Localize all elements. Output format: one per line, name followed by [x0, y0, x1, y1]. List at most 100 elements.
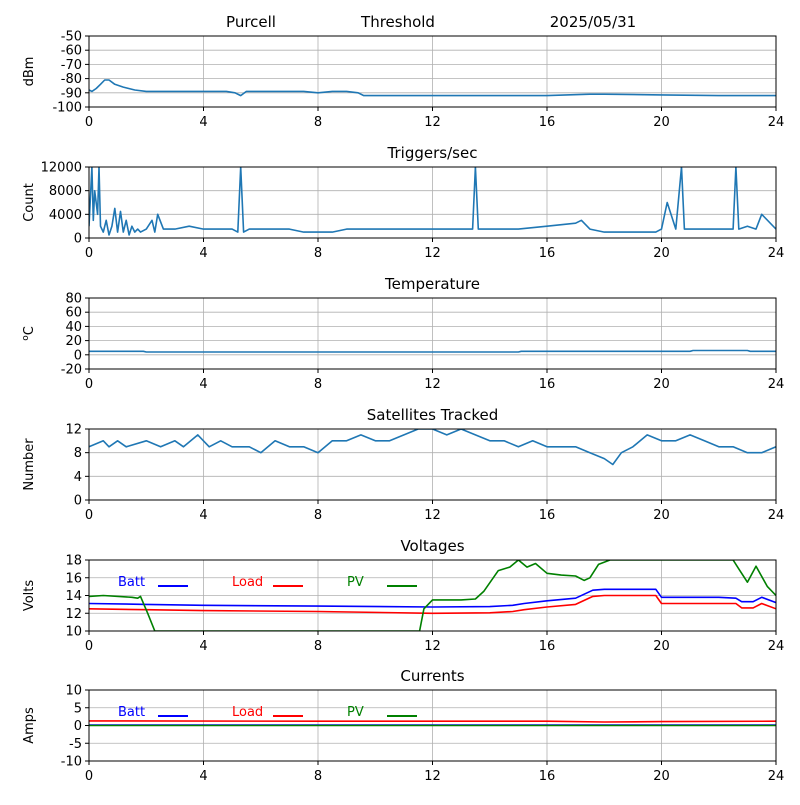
y-tick-label: 12000 — [41, 161, 82, 176]
y-tick-label: -20 — [61, 363, 82, 378]
y-tick-label: 10 — [65, 625, 82, 640]
x-tick-label: 16 — [539, 377, 556, 392]
x-tick-label: 24 — [768, 377, 785, 392]
x-tick-label: 8 — [314, 639, 322, 654]
x-tick-label: 24 — [768, 769, 785, 784]
legend-label-load: Load — [232, 575, 263, 590]
panel-title: Voltages — [400, 537, 464, 555]
series-line-pv — [89, 560, 776, 631]
y-tick-label: 8 — [74, 446, 82, 461]
x-tick-label: 20 — [653, 508, 670, 523]
x-tick-label: 16 — [539, 115, 556, 130]
x-tick-label: 0 — [85, 639, 93, 654]
x-tick-label: 4 — [199, 115, 207, 130]
panel-title: Triggers/sec — [387, 144, 478, 162]
x-tick-label: 4 — [199, 377, 207, 392]
x-tick-label: 20 — [653, 377, 670, 392]
series-line-batt — [89, 588, 776, 608]
y-tick-label: 10 — [65, 684, 82, 699]
chart-panel-6: 0 4 8 12 16 20 24 -10 -5 0 5 10 Amps Currents Batt Load… — [22, 667, 784, 784]
series-line — [89, 167, 776, 236]
panel-title: Temperature — [384, 275, 480, 293]
y-tick-label: 16 — [65, 571, 82, 586]
series-line — [89, 79, 776, 97]
y-axis-label: Count — [22, 183, 37, 222]
series-line-load — [89, 720, 776, 723]
y-tick-label: -70 — [61, 58, 82, 73]
x-tick-label: 8 — [314, 115, 322, 130]
y-axis-label: dBm — [22, 57, 37, 87]
series-line — [89, 349, 776, 353]
x-tick-label: 12 — [424, 246, 441, 261]
y-tick-label: 0 — [74, 719, 82, 734]
x-tick-label: 16 — [539, 639, 556, 654]
y-tick-label: 0 — [74, 494, 82, 509]
x-tick-label: 20 — [653, 769, 670, 784]
x-tick-label: 0 — [85, 115, 93, 130]
y-tick-label: -60 — [61, 44, 82, 59]
y-axis-label: oC — [21, 326, 37, 341]
y-axis-label-super: o — [21, 335, 31, 341]
y-tick-label: -50 — [61, 30, 82, 45]
legend-label-pv: PV — [347, 705, 364, 720]
x-tick-label: 12 — [424, 377, 441, 392]
chart-panel-2: 0 4 8 12 16 20 24 0 4000 8000 12000 Count Triggers/s… — [22, 144, 784, 261]
x-tick-label: 20 — [653, 115, 670, 130]
legend-label-batt: Batt — [118, 705, 145, 720]
x-tick-label: 20 — [653, 639, 670, 654]
header-date: 2025/05/31 — [550, 13, 636, 31]
y-tick-label: 4000 — [49, 208, 82, 223]
x-tick-label: 16 — [539, 508, 556, 523]
x-tick-label: 8 — [314, 508, 322, 523]
y-tick-label: 0 — [74, 232, 82, 247]
x-tick-label: 0 — [85, 508, 93, 523]
x-tick-label: 12 — [424, 508, 441, 523]
series-line — [89, 429, 776, 466]
chart-panel-5: 0 4 8 12 16 20 24 10 12 14 16 18 Volts Voltages Batt Lo… — [22, 537, 784, 654]
x-tick-label: 24 — [768, 508, 785, 523]
x-tick-label: 0 — [85, 246, 93, 261]
legend-label-load: Load — [232, 705, 263, 720]
x-tick-label: 4 — [199, 508, 207, 523]
y-axis-label: Number — [22, 438, 37, 491]
y-axis-label: Volts — [22, 580, 37, 612]
panel-title: Currents — [400, 667, 464, 685]
y-tick-label: 40 — [65, 320, 82, 335]
y-tick-label: -10 — [61, 755, 82, 770]
y-tick-label: 4 — [74, 470, 82, 485]
x-tick-label: 0 — [85, 769, 93, 784]
y-tick-label: 12 — [65, 607, 82, 622]
x-tick-label: 16 — [539, 769, 556, 784]
x-tick-label: 24 — [768, 246, 785, 261]
y-axis-label: Amps — [22, 707, 37, 744]
y-tick-label: 20 — [65, 334, 82, 349]
x-tick-label: 8 — [314, 769, 322, 784]
y-axis-label-main: C — [22, 326, 37, 335]
y-tick-label: 80 — [65, 292, 82, 307]
legend-label-batt: Batt — [118, 575, 145, 590]
header-station: Purcell — [226, 13, 276, 31]
x-tick-label: 24 — [768, 639, 785, 654]
legend-label-pv: PV — [347, 575, 364, 590]
y-tick-label: 0 — [74, 348, 82, 363]
y-tick-label: -5 — [69, 737, 82, 752]
series-line-load — [89, 594, 776, 615]
header-mode: Threshold — [360, 13, 435, 31]
x-tick-label: 8 — [314, 377, 322, 392]
x-tick-label: 12 — [424, 639, 441, 654]
x-tick-label: 4 — [199, 769, 207, 784]
y-tick-label: -90 — [61, 86, 82, 101]
chart-panel-4: 0 4 8 12 16 20 24 0 4 8 12 Number Satellites Tracked — [22, 406, 784, 523]
x-tick-label: 4 — [199, 639, 207, 654]
chart-panel-1: 0 4 8 12 16 20 24 -100-90-80-70-60-50 dBm — [22, 30, 784, 131]
y-tick-label: 14 — [65, 589, 82, 604]
y-tick-label: 5 — [74, 701, 82, 716]
y-tick-label: 8000 — [49, 184, 82, 199]
y-tick-label: 18 — [65, 554, 82, 569]
x-tick-label: 16 — [539, 246, 556, 261]
x-tick-label: 0 — [85, 377, 93, 392]
x-tick-label: 4 — [199, 246, 207, 261]
x-tick-label: 12 — [424, 769, 441, 784]
